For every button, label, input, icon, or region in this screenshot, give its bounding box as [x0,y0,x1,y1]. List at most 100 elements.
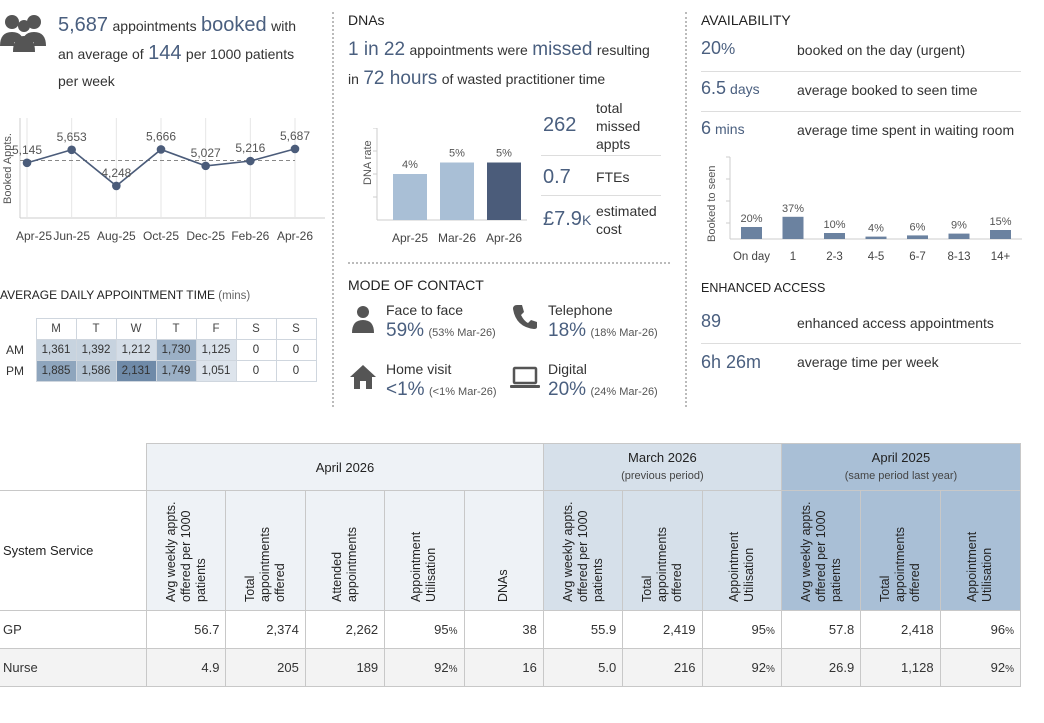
availability-row: 6 mins average time spent in waiting room [701,112,1021,152]
cell-number: 92 [751,660,766,675]
column-header-text: Total appointments offered [877,526,922,602]
bar [741,227,762,239]
daily-time-table: M T W T F S S AM 1,361 1,392 1,212 1,730 1,125 0 0 PM 1,… [0,318,317,382]
column-header-text: Total appointments offered [243,526,288,602]
availability-unit: mins [715,121,745,137]
table-cell: 16 [463,648,544,687]
dna-text3: in [348,71,359,87]
daily-cell: 1,392 [75,339,117,361]
cell-percent: % [448,664,458,675]
tick-label: Apr-26 [486,231,522,245]
tick-label: Apr-25 [392,231,428,245]
contact-home: Home visit <1% (<1% Mar-26) [386,361,497,401]
data-label: 9% [951,220,967,232]
table-cell: 189 [304,648,386,687]
table-cell: 56.7 [146,610,227,649]
availability-label: average booked to seen time [797,82,978,98]
availability-row: 20% booked on the day (urgent) [701,32,1021,72]
dna-stat-value: 262 [543,114,577,136]
dna-stat-total: 262 total missed appts [541,98,661,156]
column-header-text: Avg weekly appts. offered per 1000 patie… [560,501,605,602]
availability-label: average time spent in waiting room [797,122,1015,138]
availability-rows: 20% booked on the day (urgent) 6.5 days a… [701,32,1021,152]
column-header-text: DNAs [496,569,511,602]
booked-appts-line-chart: 5,145 5,653 4,248 5,666 5,027 5,216 5,687 Apr-2… [2,118,325,243]
row-label: AM [6,343,24,357]
contact-value: <1% [386,379,425,400]
cell-percent: % [765,664,775,675]
dna-hours: 72 hours [363,68,438,89]
group-header: March 2026 (previous period) [542,443,782,491]
column-header: Avg weekly appts. offered per 1000 patie… [146,490,227,611]
system-service-table: April 2026 March 2026 (previous period) … [0,443,1022,687]
daily-cell: 0 [275,360,317,382]
data-label: 4,248 [101,166,131,180]
enhanced-value: 6h 26m [701,352,762,372]
tick-label: 2-3 [826,251,843,263]
dna-ratio: 1 in 22 [348,39,406,60]
daily-time-title: AVERAGE DAILY APPOINTMENT TIME (mins) [0,288,250,302]
dna-title: DNAs [348,12,385,28]
group-title: April 2026 [315,459,375,475]
daily-cell: 2,131 [115,360,157,382]
y-axis-label: Booked to seen [706,166,718,242]
service-name: GP [0,610,148,649]
cell-percent: % [1005,626,1014,637]
contact-label: Digital [548,361,587,377]
table-cell: 5.0 [542,648,624,687]
tick-label: On day [733,251,770,263]
cell-number: 92 [990,660,1006,675]
bar [782,216,804,239]
data-point [201,161,210,171]
tick-label: Apr-26 [277,229,313,243]
cell-number: 95 [434,622,449,637]
cell-number: 92 [434,660,449,675]
data-label: 5,653 [57,130,87,144]
bar [990,230,1011,239]
dna-stat-cost: £7.9K estimated cost [541,196,661,242]
column-header: Attended appointments [304,490,386,611]
dna-stat-value: £7.9 [543,208,582,230]
table-cell: 38 [463,610,544,649]
column-header: Appointment Utilisation [701,490,782,611]
daily-cell: 1,885 [35,360,77,382]
daily-row: PM 1,885 1,586 2,131 1,749 1,051 0 0 [0,360,317,382]
column-header-text: Appointment Utilisation [409,531,439,602]
data-point [246,156,255,166]
dna-stat-fte: 0.7 FTEs [541,156,661,196]
data-point [290,144,300,154]
table-cell: 216 [622,648,703,687]
appts-text2: with [271,18,297,34]
availability-unit: days [730,81,760,97]
data-label: 5,666 [146,129,176,143]
tick-label: 1 [790,251,796,263]
dna-stats: 262 total missed appts 0.7 FTEs £7.9K es… [541,98,661,242]
tick-label: Oct-25 [143,229,179,243]
contact-title: MODE OF CONTACT [348,277,484,293]
availability-value: 6.5 days [701,78,760,99]
table-cell: 2,374 [225,610,306,649]
tick-label: Dec-25 [186,229,225,243]
contact-value: 20% [548,379,587,400]
data-point [112,181,121,191]
group-title: April 2025 [871,450,931,465]
enhanced-row: 6h 26m average time per week [701,344,1021,382]
data-label: 5,216 [235,141,265,155]
booked-to-seen-bar-chart: 20% On day 37% 1 10% 2-3 4% 4-5 6% 6-7 9% 8-13 15% 14… [706,156,1022,263]
contact-prev: (24% Mar-26) [590,386,658,398]
enhanced-rows: 89 enhanced access appointments 6h 26m a… [701,306,1021,382]
column-header-text: Attended appointments [330,526,359,602]
dna-stat-value: 0.7 [543,166,571,188]
data-label: 5% [449,148,465,160]
table-cell: 96% [939,610,1022,649]
data-point [22,158,32,168]
divider [685,12,687,407]
enhanced-value: 89 [701,311,722,331]
table-cell: 92% [939,648,1022,687]
dna-stat-label: FTEs [596,169,630,185]
data-label: 5,687 [280,129,310,143]
dna-text2: resulting [596,42,650,58]
data-label: 5% [496,148,512,160]
table-cell: 55.9 [542,610,624,649]
data-label: 37% [782,203,804,215]
